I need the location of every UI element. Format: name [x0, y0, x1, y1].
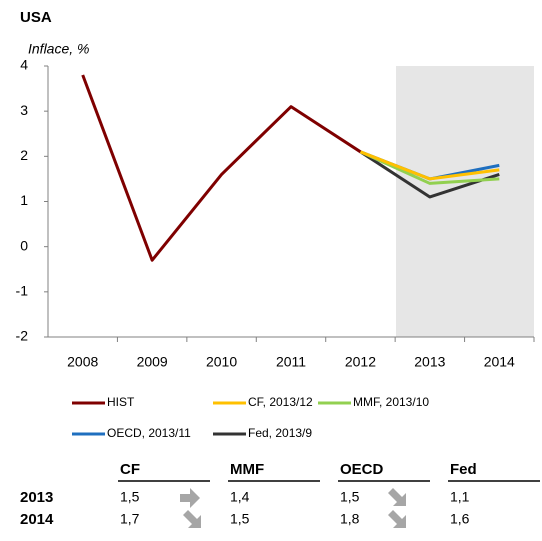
table-arrows [180, 488, 406, 528]
row-label: 2013 [20, 489, 53, 506]
table-header: Fed [450, 461, 477, 478]
y-tick-label: 4 [20, 57, 28, 73]
x-tick-label: 2011 [276, 354, 306, 370]
arrow-down-right [183, 510, 201, 528]
y-tick-label: -1 [16, 283, 29, 299]
x-tick-label: 2013 [414, 354, 445, 370]
table-cell: 1,5 [230, 511, 250, 527]
table-cell: 1,5 [340, 489, 360, 505]
y-tick-label: 0 [20, 237, 28, 253]
table-cell: 1,6 [450, 511, 470, 527]
forecast-shade [396, 66, 534, 337]
series-line [359, 150, 500, 181]
row-label: 2014 [20, 511, 54, 528]
legend-label: CF, 2013/12 [248, 395, 313, 409]
table-header: CF [120, 461, 140, 478]
table-cell: 1,7 [120, 511, 140, 527]
table-cell: 1,5 [120, 489, 140, 505]
table-cell: 1,4 [230, 489, 250, 505]
x-tick-label: 2009 [137, 354, 168, 370]
arrow-right [180, 488, 200, 508]
table-header: OECD [340, 461, 384, 478]
x-tick-label: 2008 [67, 354, 98, 370]
arrow-down-right [388, 510, 406, 528]
y-tick-label: -2 [16, 328, 29, 344]
chart-subtitle: Inflace, % [28, 41, 89, 57]
table-header: MMF [230, 461, 264, 478]
y-tick-label: 1 [20, 192, 28, 208]
x-tick-label: 2010 [206, 354, 237, 370]
legend-label: MMF, 2013/10 [353, 395, 429, 409]
table-cell: 1,1 [450, 489, 470, 505]
series-line [359, 150, 500, 199]
y-tick-label: 2 [20, 147, 28, 163]
legend-label: OECD, 2013/11 [107, 426, 191, 440]
arrow-down-right [388, 488, 406, 506]
legend-label: Fed, 2013/9 [248, 426, 312, 440]
x-tick-label: 2014 [484, 354, 515, 370]
table-cell: 1,8 [340, 511, 360, 527]
chart-title: USA [20, 9, 52, 26]
y-tick-label: 3 [20, 102, 28, 118]
x-tick-label: 2012 [345, 354, 376, 370]
series-line [81, 74, 362, 262]
legend-label: HIST [107, 395, 135, 409]
